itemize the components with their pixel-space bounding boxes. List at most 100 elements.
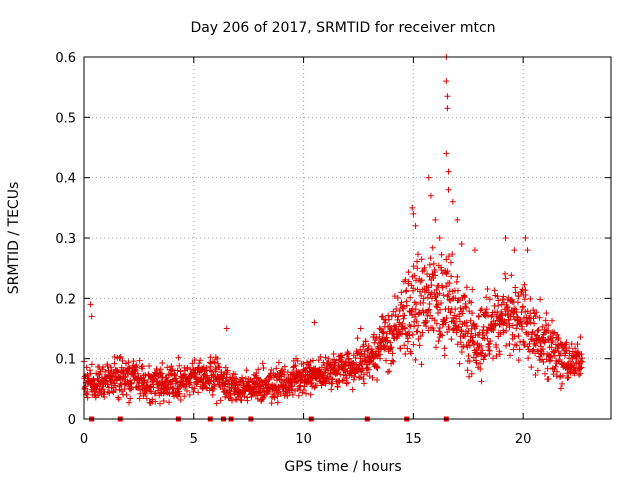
data-point (143, 395, 150, 402)
peak-point (425, 174, 432, 181)
data-point (396, 307, 403, 314)
data-point (408, 350, 415, 357)
data-point (189, 360, 196, 367)
data-point (215, 363, 222, 370)
data-point (166, 391, 173, 398)
data-point (473, 359, 480, 366)
data-point (410, 263, 417, 270)
data-point (309, 357, 316, 364)
data-point (478, 342, 485, 349)
data-point (426, 306, 433, 313)
data-point (490, 355, 497, 362)
data-point (376, 333, 383, 340)
data-point (104, 389, 111, 396)
data-point (390, 358, 397, 365)
data-point (438, 299, 445, 306)
data-point (461, 294, 468, 301)
y-tick-label: 0.2 (55, 292, 76, 307)
data-point (119, 357, 126, 364)
data-point (463, 304, 470, 311)
data-point (539, 346, 546, 353)
data-point (467, 317, 474, 324)
data-point (447, 259, 454, 266)
data-point (411, 272, 418, 279)
peak-point (379, 313, 386, 320)
data-point (500, 293, 507, 300)
data-point (217, 397, 224, 404)
peak-point (524, 247, 531, 254)
data-point (460, 343, 467, 350)
data-point (292, 362, 299, 369)
peak-point (443, 150, 450, 157)
data-point (360, 371, 367, 378)
data-point (477, 366, 484, 373)
data-point (496, 351, 503, 358)
data-point (374, 376, 381, 383)
data-point (288, 386, 295, 393)
peak-point (357, 325, 364, 332)
data-point (480, 356, 487, 363)
data-point (541, 339, 548, 346)
data-point (457, 339, 464, 346)
data-point (499, 296, 506, 303)
data-point (84, 389, 91, 396)
data-point (441, 345, 448, 352)
data-point (213, 400, 220, 407)
data-point (521, 296, 528, 303)
data-point (343, 375, 350, 382)
data-point (512, 284, 519, 291)
x-tick-label: 0 (80, 432, 88, 447)
data-point (483, 294, 490, 301)
data-point (268, 400, 275, 407)
data-point (102, 368, 109, 375)
data-point (195, 389, 202, 396)
data-point (361, 380, 368, 387)
data-point (344, 379, 351, 386)
data-point (494, 293, 501, 300)
data-point (564, 375, 571, 382)
data-point (406, 332, 413, 339)
data-point (502, 275, 509, 282)
data-point (203, 364, 210, 371)
data-point (123, 360, 130, 367)
data-point (100, 364, 107, 371)
data-point (463, 322, 470, 329)
peak-point (444, 105, 451, 112)
data-point (330, 351, 337, 358)
data-point (146, 363, 153, 370)
data-point (177, 397, 184, 404)
data-point (507, 352, 514, 359)
data-point (413, 328, 420, 335)
data-point (381, 343, 388, 350)
data-point (255, 366, 262, 373)
data-point (533, 309, 540, 316)
data-point (556, 357, 563, 364)
data-point (443, 283, 450, 290)
data-point (401, 312, 408, 319)
data-point (350, 376, 357, 383)
data-point (388, 344, 395, 351)
data-point (115, 396, 122, 403)
data-point (502, 270, 509, 277)
data-point (273, 365, 280, 372)
data-point (504, 312, 511, 319)
data-point (221, 383, 228, 390)
data-point (263, 377, 270, 384)
data-point (412, 314, 419, 321)
data-point (495, 302, 502, 309)
data-point (133, 362, 140, 369)
data-point (513, 308, 520, 315)
data-point (291, 363, 298, 370)
data-point (128, 379, 135, 386)
data-point (83, 364, 90, 371)
data-point (551, 329, 558, 336)
data-point (427, 255, 434, 262)
y-tick-label: 0.3 (55, 232, 76, 247)
data-point (113, 366, 120, 373)
x-tick-label: 20 (515, 432, 532, 447)
data-point (479, 347, 486, 354)
data-point (136, 357, 143, 364)
data-point (117, 375, 124, 382)
data-point (447, 309, 454, 316)
data-point (510, 346, 517, 353)
